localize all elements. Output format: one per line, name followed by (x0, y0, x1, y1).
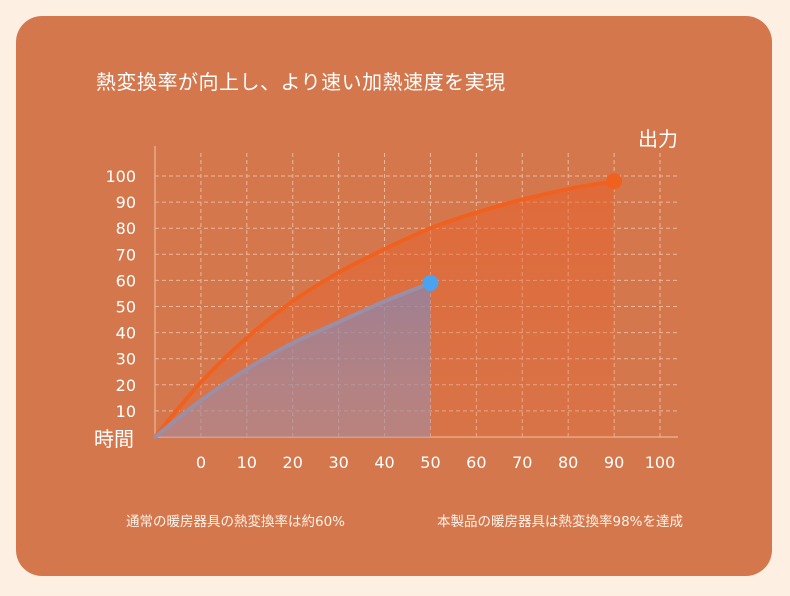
x-tick-label: 60 (466, 453, 486, 472)
y-tick-label: 20 (116, 376, 136, 395)
x-tick-label: 10 (237, 453, 257, 472)
x-tick-label: 90 (604, 453, 624, 472)
x-tick-label: 80 (558, 453, 578, 472)
x-tick-label: 100 (645, 453, 676, 472)
y-tick-label: 100 (105, 167, 136, 186)
y-tick-label: 10 (116, 402, 136, 421)
line-product (153, 179, 617, 439)
x-tick-label: 50 (420, 453, 440, 472)
x-tick-label: 30 (328, 453, 348, 472)
x-axis-title: 時間 (94, 427, 134, 451)
caption-product: 本製品の暖房器具は熱変換率98%を達成 (437, 514, 684, 530)
y-tick-label: 40 (116, 324, 136, 343)
x-tick-label: 0 (196, 453, 206, 472)
x-tick-label: 20 (283, 453, 303, 472)
y-tick-label: 50 (116, 298, 136, 317)
x-tick-label: 70 (512, 453, 532, 472)
end-point-product (606, 173, 623, 190)
y-tick-label: 80 (116, 219, 136, 238)
end-point-regular (422, 275, 439, 292)
y-tick-label: 70 (116, 245, 136, 264)
chart-title: 熱変換率が向上し、より速い加熱速度を実現 (96, 70, 506, 94)
y-axis-title: 出力 (638, 127, 678, 151)
caption-regular: 通常の暖房器具の熱変換率は約60% (126, 514, 346, 530)
y-tick-label: 60 (116, 271, 136, 290)
area-regular (155, 283, 431, 437)
line-regular (153, 281, 433, 439)
y-tick-label: 90 (116, 193, 136, 212)
x-tick-label: 40 (374, 453, 394, 472)
y-tick-label: 30 (116, 350, 136, 369)
